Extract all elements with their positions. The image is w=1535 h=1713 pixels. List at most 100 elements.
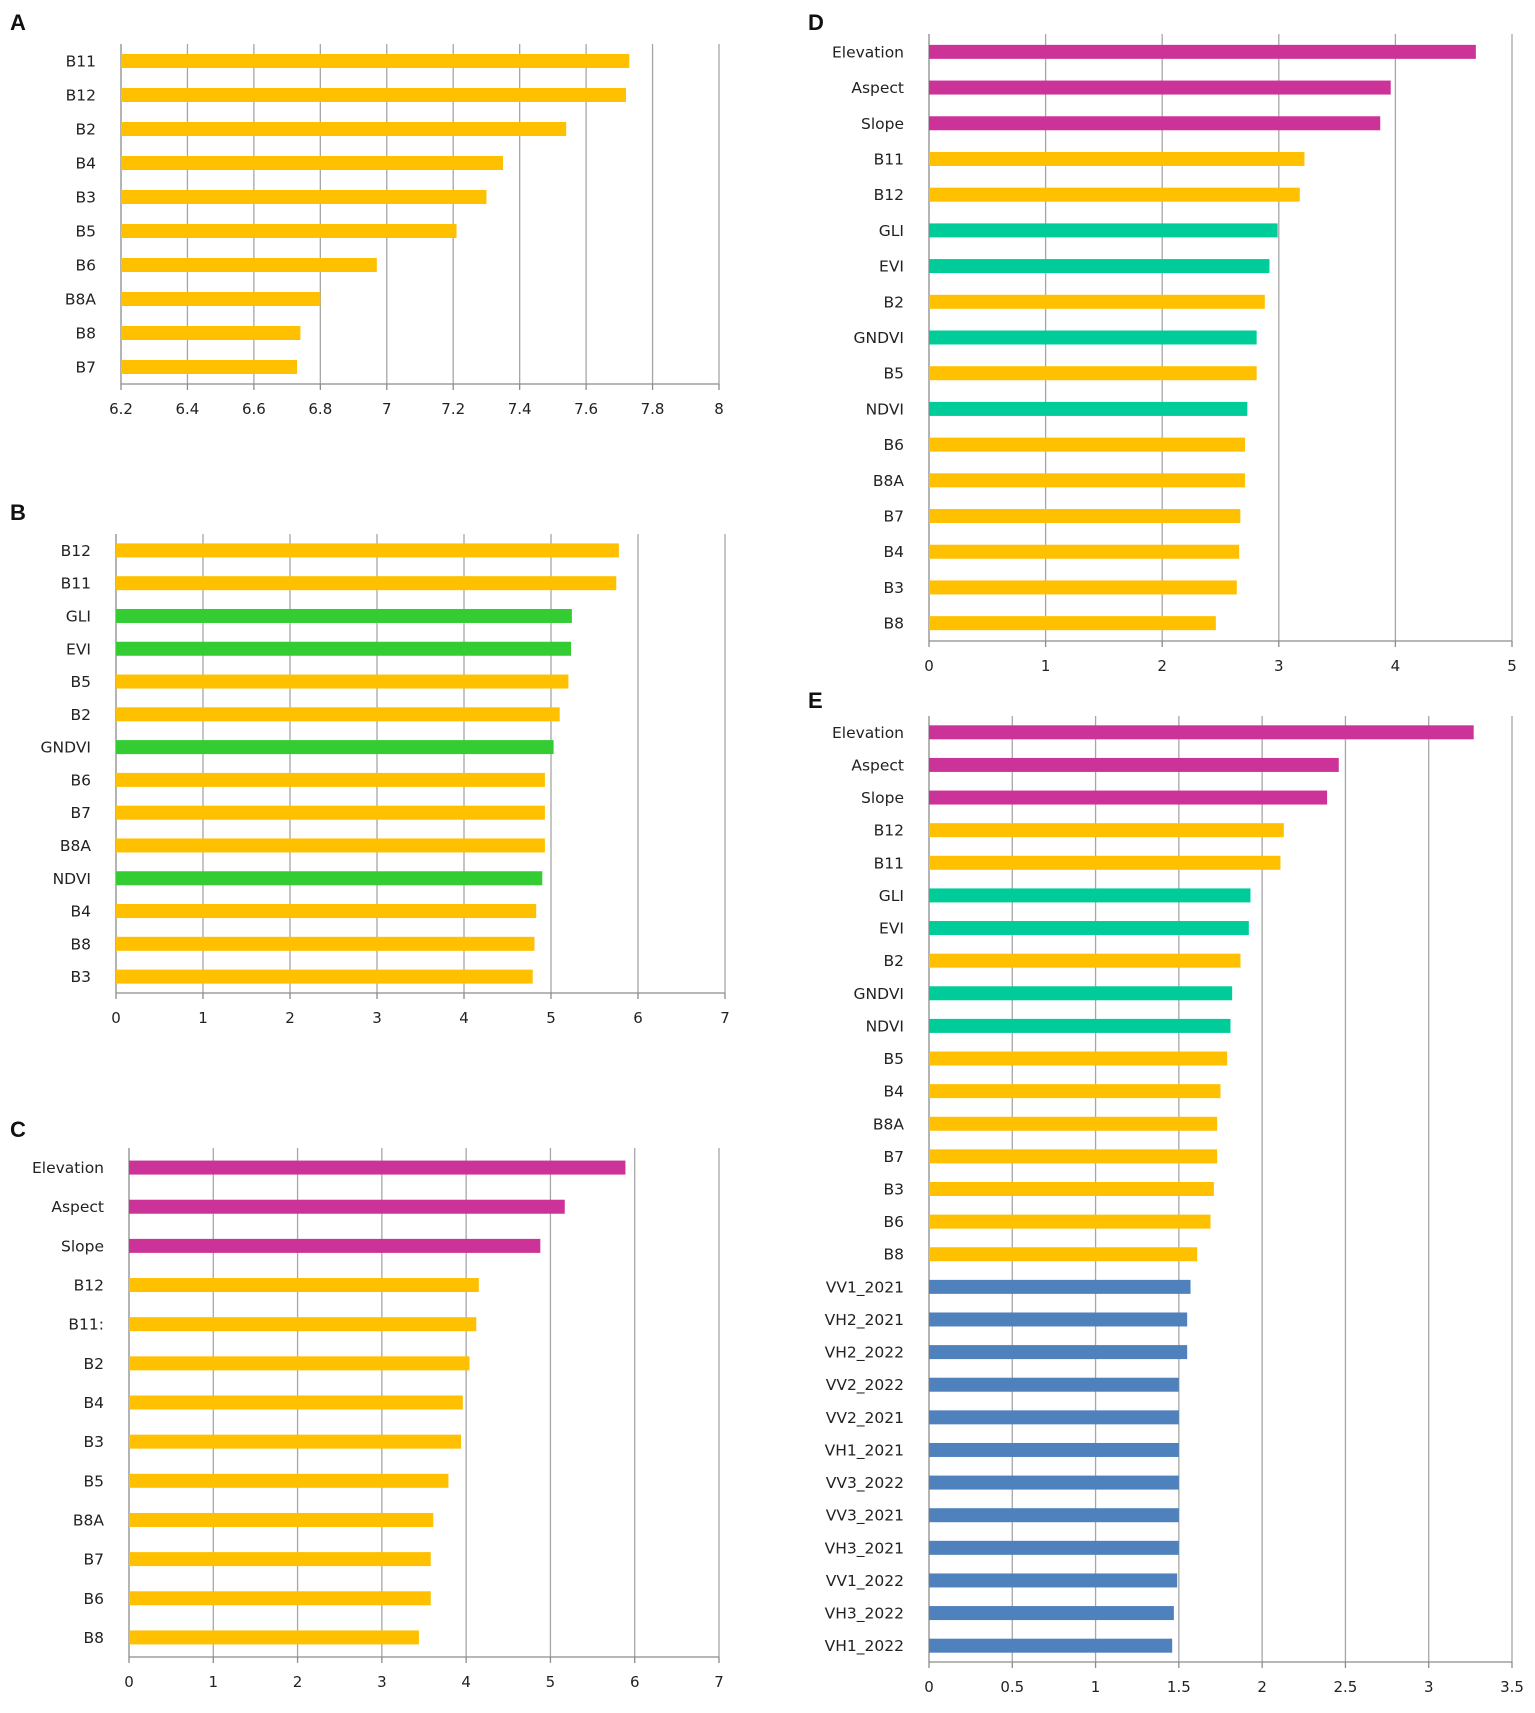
category-label-e-6: EVI [879, 920, 904, 938]
bar-e-0 [929, 725, 1474, 740]
chart-a: 6.2 6.4 6.6 6.8 7 7.2 7.4 7.6 7.8 8 B11 B12 B2 B4 B3 B5… [65, 44, 724, 418]
bar-e-17 [929, 1279, 1191, 1294]
tick-label-e-2: 1 [1091, 1678, 1101, 1696]
bar-d-13 [929, 509, 1241, 524]
tick-label-b-5: 5 [546, 1009, 556, 1027]
category-label-c-0: Elevation [32, 1159, 104, 1177]
category-label-e-28: VH1_2022 [825, 1637, 904, 1656]
bar-e-3 [929, 823, 1284, 838]
chart-c: 0 1 2 3 4 5 6 7 Elevation Aspect Slope B12 B11: B2 B4 B… [32, 1148, 724, 1691]
tick-label-b-1: 1 [198, 1009, 208, 1027]
bar-c-4 [129, 1317, 477, 1332]
category-label-e-16: B8 [884, 1246, 905, 1264]
category-label-e-5: GLI [879, 887, 904, 905]
bar-e-7 [929, 953, 1241, 968]
category-label-a-0: B11 [66, 53, 96, 71]
tick-label-a-2: 6.6 [242, 400, 266, 418]
chart-b: 0 1 2 3 4 5 6 7 B12 B11 GLI EVI B5 B2 GNDVI B6 B7 B8A NDVI… [41, 534, 730, 1027]
bar-c-8 [129, 1473, 449, 1488]
bar-a-1 [121, 88, 626, 102]
bar-e-12 [929, 1116, 1218, 1131]
bar-e-4 [929, 855, 1281, 870]
category-label-e-7: B2 [884, 952, 905, 970]
category-label-e-4: B11 [874, 854, 904, 872]
bar-d-3 [929, 151, 1305, 166]
bar-e-14 [929, 1182, 1214, 1196]
bar-b-3 [116, 641, 572, 656]
tick-label-b-7: 7 [720, 1009, 730, 1027]
category-label-c-11: B6 [84, 1590, 105, 1608]
category-label-b-7: B6 [71, 771, 92, 789]
bar-d-10 [929, 401, 1248, 416]
bar-e-11 [929, 1084, 1221, 1099]
category-label-a-2: B2 [76, 121, 97, 139]
category-label-b-12: B8 [71, 935, 92, 953]
category-label-e-24: VV3_2021 [826, 1507, 904, 1526]
bar-a-0 [121, 54, 630, 68]
category-label-e-27: VH3_2022 [825, 1605, 904, 1624]
bar-d-2 [929, 116, 1381, 131]
category-label-e-22: VH1_2021 [825, 1441, 904, 1460]
category-label-e-15: B6 [884, 1213, 905, 1231]
category-label-d-1: Aspect [851, 79, 904, 97]
category-label-c-1: Aspect [51, 1198, 104, 1216]
category-label-e-12: B8A [873, 1115, 904, 1133]
panel-label-b: B [10, 500, 26, 525]
bar-a-9 [121, 360, 298, 374]
tick-label-d-1: 1 [1041, 657, 1051, 675]
bar-b-11 [116, 904, 537, 919]
tick-label-c-6: 6 [630, 1673, 640, 1691]
category-label-c-6: B4 [84, 1394, 105, 1412]
chart-d: 0 1 2 3 4 5 Elevation Aspect Slope B11 B12 GLI EVI B2… [832, 34, 1517, 675]
category-label-e-13: B7 [884, 1148, 905, 1166]
bar-c-6 [129, 1395, 463, 1410]
tick-label-b-2: 2 [285, 1009, 295, 1027]
category-label-a-7: B8A [65, 291, 96, 309]
tick-label-a-9: 8 [714, 400, 724, 418]
category-label-d-10: NDVI [866, 400, 904, 418]
category-label-b-10: NDVI [53, 870, 91, 888]
bar-e-15 [929, 1214, 1211, 1229]
category-label-e-2: Slope [861, 789, 904, 807]
category-label-b-4: B5 [71, 673, 92, 691]
bar-e-19 [929, 1345, 1188, 1360]
tick-label-e-6: 3 [1424, 1678, 1434, 1696]
bar-c-9 [129, 1512, 434, 1527]
category-label-d-16: B8 [884, 615, 905, 633]
category-label-a-5: B5 [76, 223, 97, 241]
chart-e: 0 0.5 1 1.5 2 2.5 3 3.5 Elevation Aspect Slope B12 B… [825, 716, 1524, 1696]
category-label-a-1: B12 [66, 87, 96, 105]
category-label-d-8: GNDVI [854, 329, 904, 347]
tick-label-c-5: 5 [546, 1673, 556, 1691]
bar-a-2 [121, 122, 567, 136]
bar-e-5 [929, 888, 1251, 903]
category-label-d-5: GLI [879, 222, 904, 240]
category-label-c-10: B7 [84, 1551, 105, 1569]
category-label-b-3: EVI [66, 640, 91, 658]
tick-label-b-0: 0 [111, 1009, 121, 1027]
tick-label-d-2: 2 [1157, 657, 1167, 675]
category-label-b-2: GLI [66, 607, 91, 625]
bar-d-12 [929, 473, 1245, 488]
bar-c-1 [129, 1199, 565, 1214]
bar-d-1 [929, 80, 1391, 95]
category-label-c-2: Slope [61, 1237, 104, 1255]
bar-e-2 [929, 790, 1328, 805]
category-label-c-9: B8A [73, 1511, 104, 1529]
category-label-d-12: B8A [873, 472, 904, 490]
tick-label-a-0: 6.2 [109, 400, 133, 418]
category-label-e-8: GNDVI [854, 985, 904, 1003]
category-label-d-9: B5 [884, 365, 905, 383]
bar-d-0 [929, 44, 1476, 59]
bar-c-5 [129, 1356, 470, 1371]
tick-label-a-6: 7.4 [508, 400, 532, 418]
category-label-b-9: B8A [60, 837, 91, 855]
tick-label-d-5: 5 [1507, 657, 1517, 675]
bar-e-28 [929, 1638, 1173, 1653]
bar-b-9 [116, 838, 545, 853]
bar-a-7 [121, 292, 321, 306]
category-label-e-23: VV3_2022 [826, 1474, 904, 1493]
category-label-d-3: B11 [874, 150, 904, 168]
bar-b-6 [116, 740, 554, 755]
bar-c-0 [129, 1160, 626, 1175]
